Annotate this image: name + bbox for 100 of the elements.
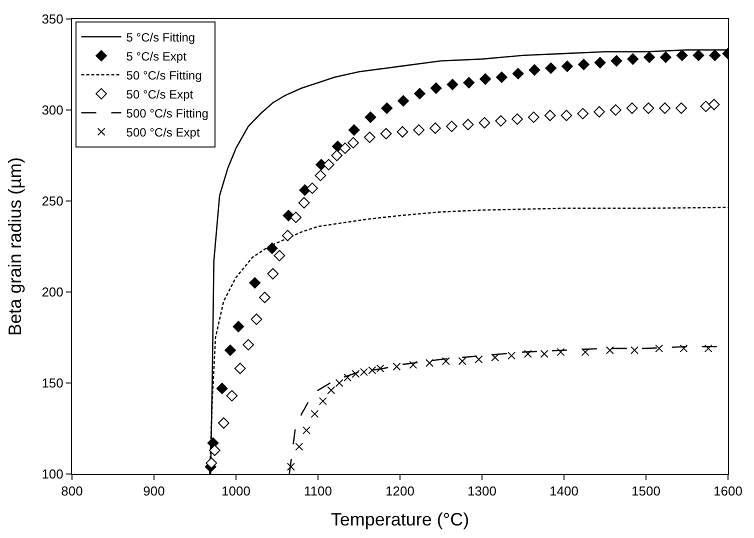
point (644, 52, 655, 63)
point (692, 50, 704, 62)
point (232, 320, 244, 332)
point (708, 98, 720, 110)
point (606, 346, 614, 354)
point (381, 102, 393, 114)
y-tick-label: 300 (42, 102, 64, 118)
point (491, 354, 500, 362)
point (540, 350, 548, 358)
legend-label: 50 °C/s Expt (126, 87, 194, 102)
point (442, 357, 450, 366)
point (344, 374, 352, 382)
point (392, 362, 401, 371)
point (364, 132, 376, 143)
legend-label: 5 °C/s Expt (126, 49, 188, 64)
point (480, 73, 491, 85)
legend-label: 50 °C/s Fitting (126, 68, 202, 82)
legend-label: 500 °C/s Fitting (126, 106, 208, 120)
y-axis-title: Beta grain radius (µm) (4, 157, 25, 336)
legend-label: 5 °C/s Fitting (126, 30, 196, 44)
point (348, 124, 360, 136)
point (700, 100, 712, 112)
point (630, 346, 639, 354)
point (528, 112, 540, 123)
point (524, 350, 532, 358)
point (528, 64, 540, 76)
point (709, 50, 721, 62)
point (478, 117, 490, 128)
point (560, 110, 572, 122)
point (327, 386, 336, 394)
point (578, 58, 590, 70)
point (322, 158, 334, 170)
point (234, 362, 246, 374)
x-tick-label: 1200 (386, 484, 414, 499)
x-tick-label: 800 (61, 484, 83, 499)
point (398, 95, 409, 107)
x-axis-title: Temperature (°C) (330, 510, 470, 530)
x-tick-label: 1100 (304, 484, 332, 499)
point (249, 277, 261, 289)
point (290, 212, 302, 224)
point (594, 106, 605, 118)
point (242, 339, 254, 350)
point (302, 426, 311, 434)
x-tick-label: 1000 (222, 484, 250, 499)
point (577, 108, 589, 120)
point (364, 112, 376, 123)
point (496, 72, 508, 83)
y-tick-label: 250 (42, 194, 64, 209)
point (544, 110, 556, 122)
point (704, 344, 712, 352)
point (206, 457, 218, 469)
point (430, 122, 441, 134)
x-tick-label: 1600 (714, 484, 742, 499)
point (414, 88, 426, 100)
point (676, 50, 688, 62)
x-tick-label: 1400 (550, 484, 578, 499)
x-tick-label: 1300 (468, 484, 496, 499)
x-tick-label: 1500 (632, 484, 660, 499)
point (458, 357, 466, 366)
point (581, 348, 590, 356)
point (430, 82, 442, 94)
point (259, 292, 270, 304)
point (298, 197, 310, 209)
point (318, 397, 327, 406)
point (610, 55, 622, 67)
point (545, 62, 557, 74)
point (655, 344, 664, 352)
point (335, 379, 344, 387)
point (446, 78, 458, 90)
point (339, 142, 351, 154)
point (659, 102, 671, 114)
point (310, 410, 319, 418)
point (413, 124, 425, 136)
x-tick-label: 900 (143, 484, 165, 499)
point (495, 115, 507, 127)
y-tick-label: 350 (42, 12, 64, 27)
point (348, 137, 359, 148)
point (216, 382, 228, 394)
point (562, 60, 573, 72)
point (626, 102, 638, 114)
point (282, 230, 294, 242)
point (512, 113, 523, 125)
point (224, 344, 236, 356)
point (208, 444, 220, 456)
point (218, 417, 230, 429)
point (426, 358, 434, 367)
point (642, 102, 654, 114)
y-tick-label: 200 (42, 284, 64, 300)
point (512, 68, 524, 80)
point (676, 102, 687, 114)
point (463, 77, 475, 88)
point (446, 120, 458, 132)
point (610, 104, 622, 116)
point (556, 348, 565, 356)
point (267, 268, 279, 280)
point (594, 56, 606, 68)
point (274, 250, 286, 262)
point (396, 126, 408, 138)
point (474, 355, 483, 364)
point (314, 170, 326, 182)
